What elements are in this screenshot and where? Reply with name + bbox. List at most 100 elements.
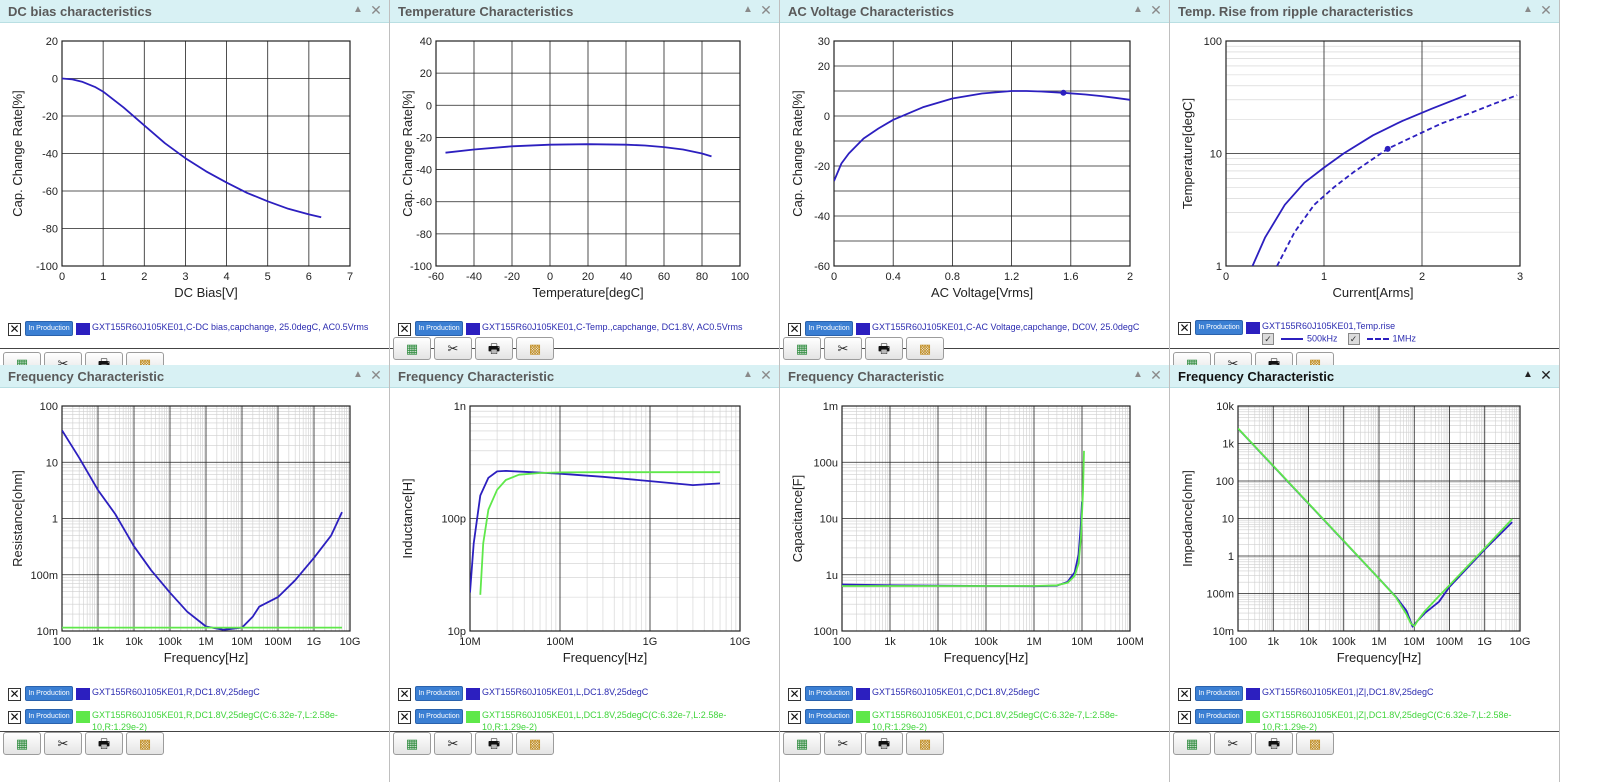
major-grid [435, 40, 741, 267]
panel-title: Frequency Characteristic [788, 369, 945, 384]
series-toggle-checkbox[interactable]: ✕ [1178, 710, 1191, 724]
settings-button[interactable]: ✂ [434, 732, 472, 755]
image-icon: ▩ [1308, 356, 1322, 365]
series-toggle-checkbox[interactable]: ✕ [398, 710, 411, 724]
series1-label: 500kHz [1307, 333, 1338, 344]
legend-label: GXT155R60J105KE01,R,DC1.8V,25degC(C:6.32… [92, 710, 338, 732]
close-icon[interactable]: ✕ [760, 367, 772, 383]
series1-checkbox[interactable]: ✓ [1262, 333, 1274, 345]
close-icon[interactable]: ✕ [1150, 367, 1162, 383]
series-toggle-checkbox[interactable]: ✕ [1178, 687, 1191, 701]
x-tick-label: 1k [92, 636, 104, 648]
print-button[interactable]: 🖶 [475, 337, 513, 360]
save-image-button[interactable]: ▩ [126, 352, 164, 365]
x-tick-label: 10M [1404, 636, 1425, 648]
csv-download-button[interactable]: ▦ [393, 337, 431, 360]
csv-download-button[interactable]: ▦ [783, 337, 821, 360]
print-button[interactable]: 🖶 [85, 732, 123, 755]
series-line-1 [1238, 427, 1513, 628]
toolbar-divider [1170, 348, 1559, 349]
collapse-icon[interactable]: ▲ [1133, 369, 1143, 380]
close-icon[interactable]: ✕ [760, 2, 772, 18]
save-image-button[interactable]: ▩ [516, 732, 554, 755]
print-button[interactable]: 🖶 [475, 732, 513, 755]
print-button[interactable]: 🖶 [1255, 352, 1293, 365]
print-button[interactable]: 🖶 [1255, 732, 1293, 755]
y-tick-label: -40 [416, 165, 432, 177]
x-tick-label: 100M [1116, 636, 1144, 648]
csv-download-button[interactable]: ▦ [3, 352, 41, 365]
csv-download-button[interactable]: ▦ [783, 732, 821, 755]
series2-checkbox[interactable]: ✓ [1347, 333, 1360, 345]
y-tick-label: -60 [814, 261, 830, 273]
collapse-icon[interactable]: ▲ [353, 369, 363, 380]
series-toggle-checkbox[interactable]: ✕ [788, 710, 801, 724]
status-badge: In Production [25, 709, 73, 724]
collapse-icon[interactable]: ▲ [1523, 4, 1533, 15]
y-tick-label: -80 [416, 229, 432, 241]
settings-button[interactable]: ✂ [44, 352, 82, 365]
table-icon: ▦ [1185, 736, 1199, 751]
series-marker[interactable] [1384, 145, 1391, 152]
y-tick-label: 30 [818, 36, 830, 48]
image-icon: ▩ [918, 341, 932, 356]
plot-frame [841, 405, 1131, 632]
series-toggle-checkbox[interactable]: ✕ [8, 710, 21, 724]
csv-download-button[interactable]: ▦ [3, 732, 41, 755]
legend-row-1: ✕ In Production GXT155R60J105KE01,|Z|,DC1.… [1178, 709, 1552, 732]
tool-icon: ✂ [447, 736, 459, 751]
panel-header: AC Voltage Characteristics ▲ ✕ [780, 0, 1169, 23]
series-line-0 [842, 501, 1083, 588]
legend-swatch [856, 323, 870, 335]
x-tick-label: 1G [307, 636, 322, 648]
close-icon[interactable]: ✕ [1540, 367, 1552, 383]
collapse-icon[interactable]: ▲ [1133, 4, 1143, 15]
settings-button[interactable]: ✂ [1214, 732, 1252, 755]
series-toggle-checkbox[interactable]: ✕ [8, 322, 21, 336]
series-toggle-checkbox[interactable]: ✕ [1178, 321, 1191, 335]
close-icon[interactable]: ✕ [370, 2, 382, 18]
collapse-icon[interactable]: ▲ [743, 369, 753, 380]
collapse-icon[interactable]: ▲ [1523, 369, 1533, 380]
x-tick-label: 10G [730, 636, 751, 648]
settings-button[interactable]: ✂ [434, 337, 472, 360]
series-toggle-checkbox[interactable]: ✕ [788, 322, 801, 336]
series-marker[interactable] [1060, 89, 1067, 96]
series-toggle-checkbox[interactable]: ✕ [398, 322, 411, 336]
x-tick-label: 2 [141, 271, 147, 283]
series-toggle-checkbox[interactable]: ✕ [8, 687, 21, 701]
save-image-button[interactable]: ▩ [1296, 352, 1334, 365]
save-image-button[interactable]: ▩ [906, 337, 944, 360]
csv-download-button[interactable]: ▦ [393, 732, 431, 755]
series-toggle-checkbox[interactable]: ✕ [788, 687, 801, 701]
csv-download-button[interactable]: ▦ [1173, 732, 1211, 755]
x-tick-label: 7 [347, 271, 353, 283]
collapse-icon[interactable]: ▲ [353, 4, 363, 15]
save-image-button[interactable]: ▩ [126, 732, 164, 755]
series-toggle-checkbox[interactable]: ✕ [398, 687, 411, 701]
csv-download-button[interactable]: ▦ [1173, 352, 1211, 365]
settings-button[interactable]: ✂ [824, 732, 862, 755]
settings-button[interactable]: ✂ [824, 337, 862, 360]
series-line-0 [834, 90, 1130, 182]
save-image-button[interactable]: ▩ [1296, 732, 1334, 755]
y-axis-label: Impedance[ohm] [1180, 470, 1195, 567]
close-icon[interactable]: ✕ [1150, 2, 1162, 18]
close-icon[interactable]: ✕ [1540, 2, 1552, 18]
settings-button[interactable]: ✂ [1214, 352, 1252, 365]
legend-swatch [1246, 688, 1260, 700]
collapse-icon[interactable]: ▲ [743, 4, 753, 15]
x-tick-label: 10k [125, 636, 143, 648]
save-image-button[interactable]: ▩ [516, 337, 554, 360]
legend-row-1: ✕ In Production GXT155R60J105KE01,R,DC1.8V… [8, 709, 382, 732]
close-icon[interactable]: ✕ [370, 367, 382, 383]
panel-header: Frequency Characteristic ▲ ✕ [0, 365, 389, 388]
save-image-button[interactable]: ▩ [906, 732, 944, 755]
print-button[interactable]: 🖶 [865, 337, 903, 360]
y-tick-label: 0 [426, 100, 432, 112]
chart-svg: 0 1 2 3 4 5 6 7 20 0 -20 -40 -60 -80 -100 DC Bias[V] Cap… [10, 36, 353, 300]
print-button[interactable]: 🖶 [865, 732, 903, 755]
print-button[interactable]: 🖶 [85, 352, 123, 365]
settings-button[interactable]: ✂ [44, 732, 82, 755]
x-axis-label: Current[Arms] [1333, 285, 1414, 300]
